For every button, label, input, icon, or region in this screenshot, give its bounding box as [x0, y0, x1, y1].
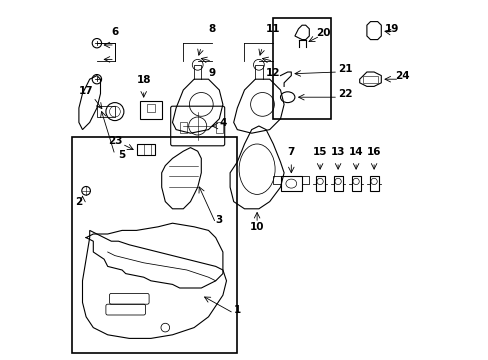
Text: 10: 10	[249, 222, 264, 233]
Text: 11: 11	[265, 24, 280, 35]
Text: 1: 1	[233, 305, 241, 315]
Text: 14: 14	[348, 147, 363, 157]
Text: 17: 17	[79, 86, 93, 96]
Bar	[140, 101, 162, 119]
Text: 4: 4	[219, 118, 226, 128]
Text: 8: 8	[208, 24, 215, 35]
Bar	[363, 76, 377, 83]
Text: 2: 2	[75, 197, 82, 207]
Bar	[147, 104, 154, 112]
Text: 21: 21	[337, 64, 352, 74]
Text: 20: 20	[316, 28, 330, 38]
Text: 24: 24	[395, 71, 409, 81]
Text: 23: 23	[107, 136, 122, 146]
Bar	[97, 106, 115, 117]
Text: 19: 19	[384, 24, 399, 35]
Bar	[280, 176, 302, 191]
Text: 9: 9	[208, 68, 215, 78]
Text: 16: 16	[366, 147, 381, 157]
Bar	[273, 18, 330, 119]
Text: 6: 6	[111, 27, 118, 37]
Bar	[72, 137, 237, 353]
Text: 7: 7	[287, 147, 294, 157]
Bar	[351, 176, 360, 191]
Text: 13: 13	[330, 147, 345, 157]
Text: 15: 15	[312, 147, 326, 157]
Text: 12: 12	[265, 68, 280, 78]
Bar	[369, 176, 378, 191]
Bar	[333, 176, 342, 191]
Bar	[215, 122, 223, 133]
Text: 18: 18	[136, 75, 151, 85]
Text: 22: 22	[337, 89, 352, 99]
Bar	[136, 144, 154, 155]
Bar	[315, 176, 324, 191]
Text: 5: 5	[118, 150, 125, 160]
Text: 3: 3	[215, 215, 223, 225]
Bar	[179, 122, 186, 133]
